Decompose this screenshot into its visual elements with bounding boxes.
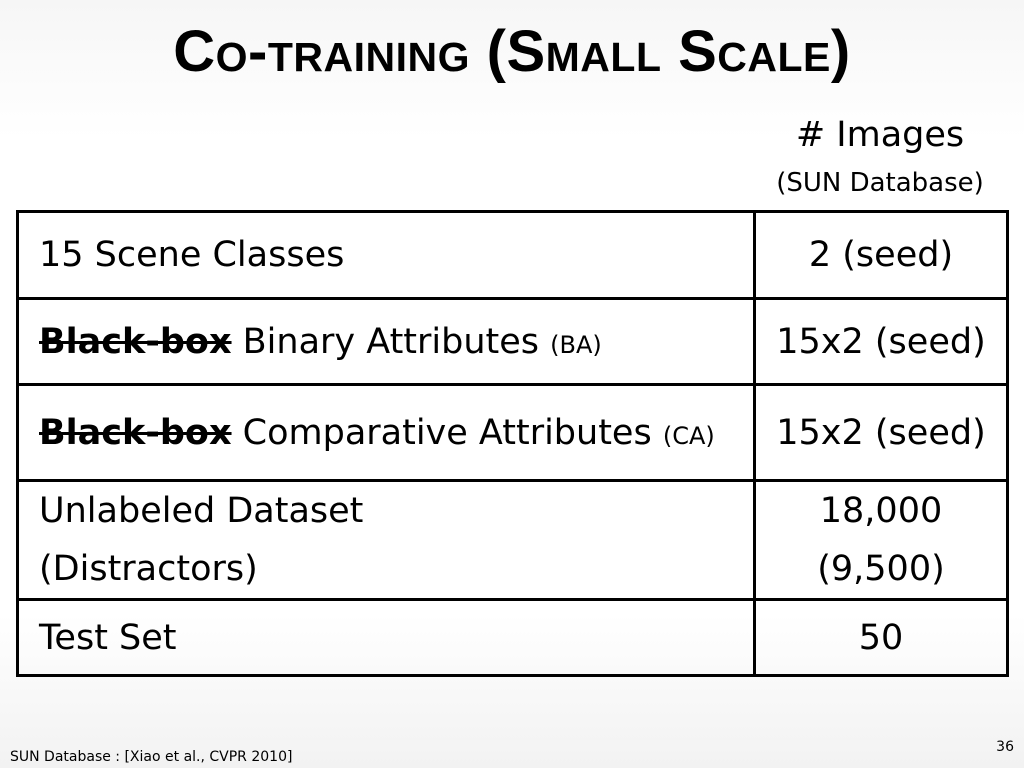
row-value-scene-classes: 2 (seed)	[753, 210, 1009, 300]
comparative-attributes-text: Comparative Attributes	[231, 412, 663, 453]
row-value-comparative-attributes: 15x2 (seed)	[753, 383, 1009, 482]
unlabeled-dataset-text: Unlabeled Dataset	[39, 491, 364, 531]
column-header-images: # Images	[795, 115, 965, 155]
attributes-table: 15 Scene Classes 2 (seed) Black-box Bina…	[16, 210, 1009, 677]
table-row: Test Set 50	[16, 598, 1009, 677]
table-row: Black-box Comparative Attributes (CA) 15…	[16, 383, 1009, 482]
row-label-test-set: Test Set	[16, 598, 756, 677]
slide-title: Co-training (Small Scale)	[173, 19, 851, 84]
row-value-binary-attributes: 15x2 (seed)	[753, 297, 1009, 386]
table-row: Unlabeled Dataset (Distractors) 18,000 (…	[16, 479, 1009, 601]
binary-attributes-abbr: (BA)	[550, 330, 602, 359]
table-row: Black-box Binary Attributes (BA) 15x2 (s…	[16, 297, 1009, 386]
row-value-test-set: 50	[753, 598, 1009, 677]
distractors-text: (Distractors)	[39, 549, 258, 589]
footer-citation: SUN Database : [Xiao et al., CVPR 2010]	[10, 749, 293, 765]
struck-text-black-box: Black-box	[39, 321, 232, 362]
comparative-attributes-abbr: (CA)	[662, 421, 715, 450]
row-value-unlabeled-dataset: 18,000 (9,500)	[753, 479, 1009, 601]
column-header-source: (SUN Database)	[776, 168, 984, 198]
struck-text-black-box: Black-box	[39, 412, 232, 453]
page-number: 36	[996, 739, 1014, 755]
row-label-unlabeled-dataset: Unlabeled Dataset (Distractors)	[16, 479, 756, 601]
row-label-scene-classes: 15 Scene Classes	[16, 210, 756, 300]
row-label-comparative-attributes: Black-box Comparative Attributes (CA)	[16, 383, 756, 482]
binary-attributes-text: Binary Attributes	[231, 321, 551, 362]
distractor-count: (9,500)	[817, 549, 945, 589]
unlabeled-count: 18,000	[819, 491, 943, 531]
table-row: 15 Scene Classes 2 (seed)	[16, 210, 1009, 300]
row-label-binary-attributes: Black-box Binary Attributes (BA)	[16, 297, 756, 386]
